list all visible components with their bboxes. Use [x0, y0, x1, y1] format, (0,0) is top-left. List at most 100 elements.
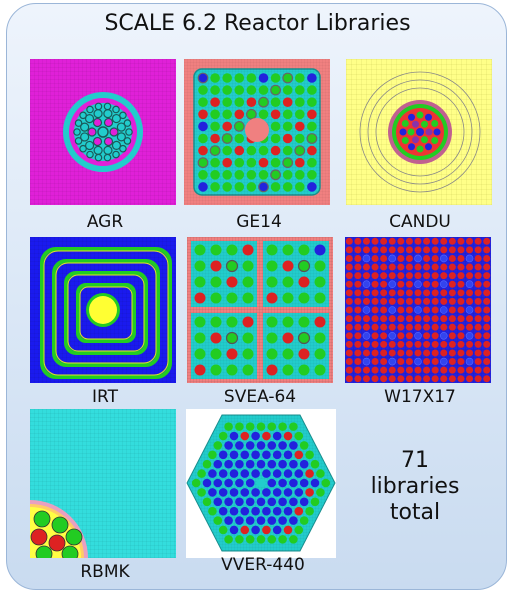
- lattice-pin: [457, 358, 465, 366]
- lattice-pin: [345, 332, 353, 340]
- lattice-pin: [235, 441, 244, 450]
- lattice-pin: [210, 364, 222, 376]
- lattice-pin: [405, 254, 413, 262]
- lattice-pin: [295, 121, 305, 132]
- agr-lattice-image: [30, 59, 176, 205]
- lattice-pin: [282, 170, 293, 180]
- lattice-pin: [397, 272, 405, 280]
- lattice-pin: [440, 349, 448, 357]
- lattice-pin: [414, 315, 422, 323]
- lattice-pin: [222, 182, 232, 192]
- lattice-pin: [448, 297, 456, 305]
- lattice-pin: [414, 306, 422, 314]
- lattice-pin: [86, 105, 94, 114]
- lattice-pin: [354, 306, 362, 314]
- lattice-pin: [270, 109, 281, 120]
- lattice-pin: [362, 340, 370, 348]
- library-count-summary: 71 libraries total: [355, 448, 475, 526]
- lattice-pin: [210, 170, 220, 180]
- lattice-pin: [210, 316, 222, 328]
- lattice-pin: [109, 127, 119, 137]
- lattice-pin: [119, 111, 127, 120]
- lattice-pin: [474, 323, 482, 331]
- lattice-pin: [371, 297, 379, 305]
- lattice-pin: [457, 297, 465, 305]
- lattice-pin: [440, 366, 448, 374]
- lattice-pin: [242, 260, 254, 272]
- lattice-pin: [251, 506, 260, 516]
- lattice-pin: [457, 237, 465, 245]
- lattice-pin: [213, 459, 223, 469]
- lattice-pin: [421, 120, 428, 128]
- lattice-pin: [256, 535, 266, 544]
- lattice-pin: [431, 272, 439, 280]
- lattice-pin: [448, 349, 456, 357]
- lattice-pin: [234, 170, 245, 180]
- lattice-pin: [439, 357, 448, 366]
- lattice-pin: [457, 263, 465, 271]
- lattice-pin: [297, 259, 311, 273]
- lattice-pin: [397, 323, 405, 331]
- lattice-pin: [371, 263, 379, 271]
- lattice-pin: [246, 108, 257, 120]
- lattice-pin: [431, 289, 439, 297]
- lattice-pin: [397, 280, 405, 288]
- lattice-pin: [371, 358, 379, 366]
- lattice-pin: [289, 422, 298, 431]
- lattice-pin: [235, 516, 244, 525]
- lattice-pin: [388, 306, 397, 314]
- lattice-pin: [283, 431, 293, 441]
- lattice-pin: [246, 97, 257, 107]
- lattice-pin: [251, 450, 260, 460]
- lattice-pin: [354, 263, 362, 271]
- lattice-pin: [431, 297, 439, 305]
- lattice-pin: [371, 254, 379, 262]
- lattice-pin: [483, 366, 491, 374]
- lattice-pin: [314, 332, 326, 344]
- lattice-pin: [94, 153, 103, 162]
- lattice-pin: [414, 323, 422, 331]
- lattice-pin: [240, 469, 250, 478]
- lattice-pin: [282, 348, 294, 360]
- lattice-pin: [224, 441, 233, 450]
- lattice-pin: [242, 276, 254, 288]
- lattice-pin: [245, 459, 255, 469]
- lattice-pin: [282, 97, 293, 107]
- lattice-pin: [310, 459, 320, 469]
- lattice-pin: [465, 254, 474, 263]
- lattice-pin: [362, 315, 370, 323]
- lattice-pin: [431, 237, 439, 245]
- lattice-pin: [234, 73, 245, 83]
- lattice-pin: [414, 375, 422, 383]
- lattice-pin: [345, 272, 353, 280]
- lattice-pin: [439, 331, 448, 340]
- lattice-pin: [298, 292, 310, 304]
- lattice-pin: [345, 340, 353, 348]
- lattice-pin: [354, 323, 362, 331]
- lattice-pin: [289, 441, 298, 450]
- lattice-pin: [229, 450, 239, 460]
- lattice-pin: [210, 157, 220, 168]
- lattice-pin: [262, 488, 271, 497]
- lattice-pin: [414, 340, 422, 348]
- lattice-pin: [119, 144, 127, 153]
- lattice-pin: [314, 364, 326, 376]
- svea64-lattice-drawing: [187, 237, 333, 383]
- lattice-pin: [282, 316, 294, 328]
- lattice-pin: [405, 297, 413, 305]
- lattice-pin: [218, 431, 228, 441]
- lattice-pin: [416, 111, 424, 119]
- lattice-pin: [198, 145, 208, 156]
- lattice-pin: [431, 366, 439, 374]
- lattice-pin: [388, 331, 397, 340]
- lattice-pin: [123, 119, 132, 127]
- panel-title: SCALE 6.2 Reactor Libraries: [104, 11, 411, 36]
- lattice-pin: [210, 244, 222, 256]
- lattice-pin: [30, 528, 48, 546]
- lattice-pin: [440, 272, 448, 280]
- lattice-pin: [314, 260, 326, 272]
- lattice-pin: [362, 366, 370, 374]
- library-count-word: libraries: [370, 474, 460, 499]
- lattice-pin: [412, 120, 419, 128]
- lattice-pin: [278, 422, 287, 431]
